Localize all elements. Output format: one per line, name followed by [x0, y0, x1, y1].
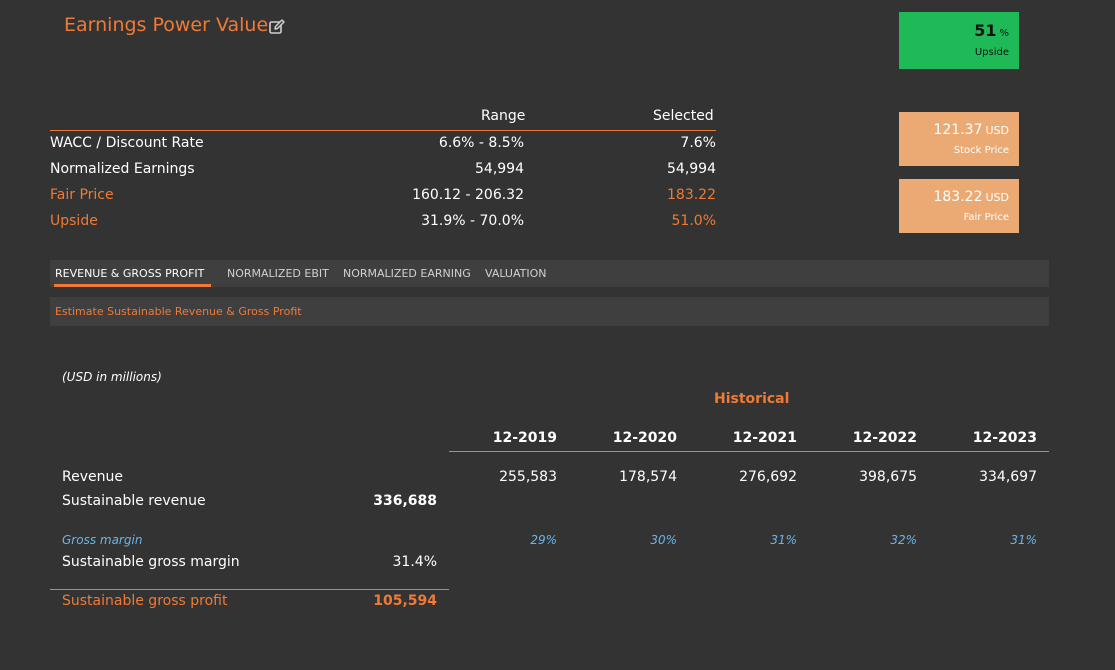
section-title: Estimate Sustainable Revenue & Gross Pro… [55, 305, 302, 318]
year-header: 12-2023 [972, 430, 1037, 446]
summary-row-selected: 54,994 [667, 161, 716, 177]
year-header: 12-2020 [612, 430, 677, 446]
sustainable-gross-margin-value: 31.4% [392, 554, 437, 570]
summary-header-divider [50, 130, 716, 131]
revenue-cell: 255,583 [499, 469, 557, 485]
sustainable-gross-profit-label: Sustainable gross profit [62, 593, 228, 609]
summary-row-range: 6.6% - 8.5% [438, 135, 524, 151]
stock-price-label: Stock Price [953, 145, 1009, 156]
summary-row-upside: Upside 31.9% - 70.0% 51.0% [50, 213, 716, 235]
tab-revenue-gross-profit[interactable]: REVENUE & GROSS PROFIT [55, 267, 205, 280]
sustainable-gross-margin-label: Sustainable gross margin [62, 554, 240, 570]
year-header-divider [449, 451, 1049, 452]
selected-header: Selected [653, 108, 714, 124]
gross-profit-divider [50, 589, 449, 590]
year-header: 12-2022 [852, 430, 917, 446]
gross-margin-cell: 29% [530, 533, 557, 547]
sustainable-revenue-value: 336,688 [373, 493, 437, 509]
fair-price-badge: 183.22 USD Fair Price [899, 179, 1019, 233]
upside-unit: % [999, 28, 1009, 39]
summary-row-fair-price: Fair Price 160.12 - 206.32 183.22 [50, 187, 716, 209]
fair-price-value: 183.22 [933, 189, 983, 205]
summary-row-label: Upside [50, 213, 98, 229]
summary-row-wacc: WACC / Discount Rate 6.6% - 8.5% 7.6% [50, 135, 716, 157]
units-note: (USD in millions) [62, 370, 162, 384]
revenue-label: Revenue [62, 469, 123, 485]
tab-bar: REVENUE & GROSS PROFIT NORMALIZED EBIT N… [50, 260, 1049, 287]
tab-normalized-earning[interactable]: NORMALIZED EARNING [343, 267, 471, 280]
summary-row-selected: 51.0% [671, 213, 716, 229]
summary-row-label: Fair Price [50, 187, 114, 203]
tab-normalized-ebit[interactable]: NORMALIZED EBIT [227, 267, 329, 280]
gross-margin-cell: 31% [770, 533, 797, 547]
section-title-bar: Estimate Sustainable Revenue & Gross Pro… [50, 297, 1049, 326]
upside-label: Upside [974, 47, 1009, 58]
summary-row-range: 160.12 - 206.32 [412, 187, 524, 203]
summary-row-range: 31.9% - 70.0% [421, 213, 524, 229]
active-tab-indicator [54, 284, 211, 287]
range-header: Range [481, 108, 526, 124]
summary-row-label: WACC / Discount Rate [50, 135, 204, 151]
gross-margin-cell: 31% [1010, 533, 1037, 547]
gross-margin-cell: 30% [650, 533, 677, 547]
revenue-cell: 334,697 [979, 469, 1037, 485]
fair-price-unit: USD [985, 191, 1009, 204]
sustainable-revenue-label: Sustainable revenue [62, 493, 206, 509]
upside-badge: 51% Upside [899, 12, 1019, 69]
edit-icon[interactable] [268, 18, 286, 36]
gross-margin-cell: 32% [890, 533, 917, 547]
summary-row-normalized-earnings: Normalized Earnings 54,994 54,994 [50, 161, 716, 183]
revenue-cell: 178,574 [619, 469, 677, 485]
revenue-cell: 276,692 [739, 469, 797, 485]
page-title: Earnings Power Value [64, 14, 269, 36]
sustainable-gross-profit-value: 105,594 [373, 593, 437, 609]
summary-row-label: Normalized Earnings [50, 161, 195, 177]
year-header: 12-2021 [732, 430, 797, 446]
stock-price-badge: 121.37 USD Stock Price [899, 112, 1019, 166]
upside-value: 51 [974, 21, 997, 40]
stock-price-value: 121.37 [933, 122, 983, 138]
summary-row-range: 54,994 [475, 161, 524, 177]
gross-margin-label: Gross margin [62, 533, 143, 547]
year-header: 12-2019 [492, 430, 557, 446]
summary-row-selected: 7.6% [680, 135, 716, 151]
historical-label: Historical [714, 391, 790, 407]
tab-valuation[interactable]: VALUATION [485, 267, 547, 280]
revenue-cell: 398,675 [859, 469, 917, 485]
stock-price-unit: USD [985, 124, 1009, 137]
fair-price-label: Fair Price [963, 212, 1009, 223]
summary-row-selected: 183.22 [667, 187, 716, 203]
